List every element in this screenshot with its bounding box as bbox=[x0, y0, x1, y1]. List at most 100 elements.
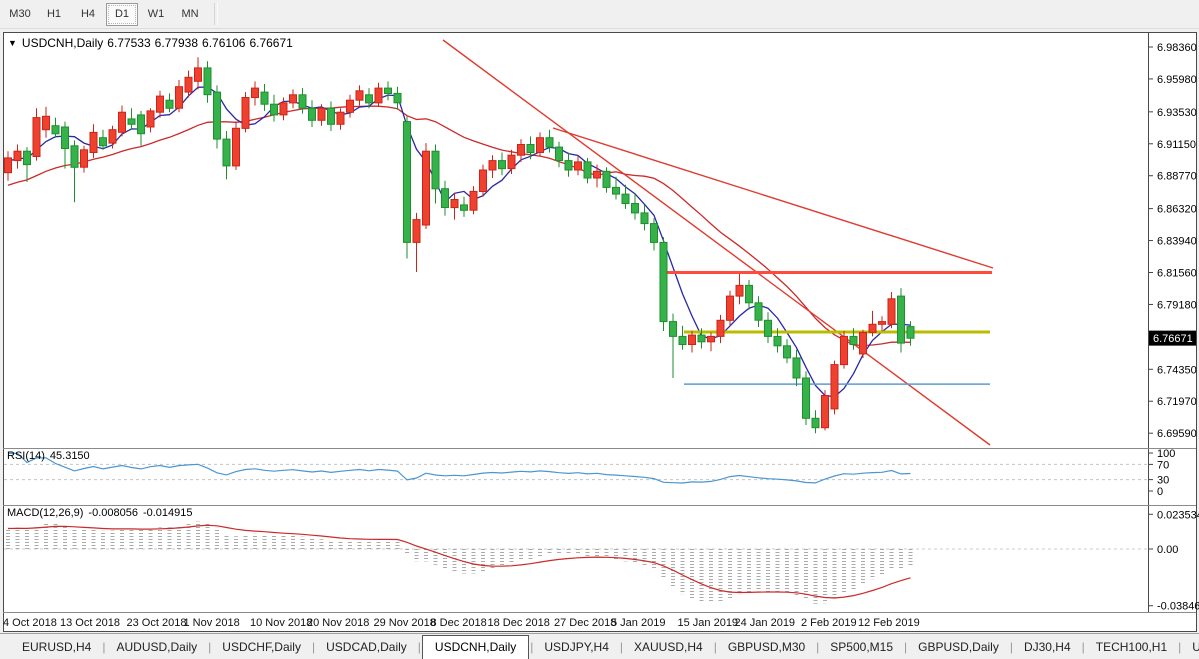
trendline-downtrend-steep[interactable] bbox=[442, 39, 991, 446]
candle-body bbox=[612, 186, 620, 195]
candle-body bbox=[450, 199, 459, 209]
candle-body bbox=[697, 334, 706, 343]
tab-usdjpy-h4[interactable]: USDJPY,H4 bbox=[544, 639, 609, 654]
candle-body bbox=[13, 150, 22, 162]
candle-body bbox=[650, 223, 658, 243]
candle-body bbox=[555, 146, 563, 162]
candle-body bbox=[621, 193, 630, 205]
candle-body bbox=[564, 160, 573, 171]
candle-body bbox=[431, 150, 440, 190]
macd-axis-label: -0.038466 bbox=[1157, 601, 1199, 613]
date-tick-label: 10 Nov 2018 bbox=[250, 617, 312, 629]
date-tick-label: 4 Oct 2018 bbox=[3, 617, 57, 629]
tab-usdcnh-daily[interactable]: USDCNH,Daily bbox=[421, 634, 530, 659]
candle-body bbox=[270, 103, 278, 116]
tab-usdcad-daily[interactable]: USDCAD,Daily bbox=[326, 639, 407, 654]
candle-body bbox=[165, 99, 174, 109]
candle-body bbox=[289, 94, 297, 104]
candle-body bbox=[640, 212, 649, 225]
candle-body bbox=[184, 76, 193, 93]
tab-divider: | bbox=[530, 639, 534, 654]
tab-divider: | bbox=[619, 639, 623, 654]
tab-gbpusd-daily[interactable]: GBPUSD,Daily bbox=[918, 639, 999, 654]
candle-body bbox=[4, 157, 12, 174]
tab-divider: | bbox=[1081, 639, 1085, 654]
timeframe-toolbar: M30 H1 H4 D1 W1 MN bbox=[0, 0, 1199, 29]
timeframe-button-d1[interactable]: D1 bbox=[106, 2, 138, 26]
tab-divider: | bbox=[208, 639, 212, 654]
candle-body bbox=[517, 144, 525, 156]
tab-gbpusd-m30[interactable]: GBPUSD,M30 bbox=[727, 639, 806, 654]
trendline-downtrend-shallow[interactable] bbox=[552, 127, 994, 269]
chart-marker-icon: ▼ bbox=[8, 38, 17, 48]
macd-signal-value: -0.014915 bbox=[142, 507, 193, 519]
tab-eurusd-h4[interactable]: EURUSD,H4 bbox=[22, 639, 92, 654]
tab-divider: | bbox=[816, 639, 820, 654]
candle-body bbox=[213, 91, 221, 140]
tab-tech100-h1[interactable]: TECH100,H1 bbox=[1095, 639, 1168, 654]
candle-body bbox=[118, 111, 126, 133]
candle-body bbox=[906, 326, 915, 339]
price-tick-label: 6.95980 bbox=[1157, 74, 1197, 86]
candle-body bbox=[336, 111, 345, 125]
timeframe-button-m30[interactable]: M30 bbox=[9, 7, 31, 20]
candle-body bbox=[840, 335, 848, 366]
candle-body bbox=[384, 87, 392, 94]
rsi-axis-label: 30 bbox=[1157, 475, 1169, 487]
candle-body bbox=[764, 319, 772, 337]
candle-body bbox=[507, 154, 516, 170]
candle-body bbox=[308, 107, 316, 121]
candle-body bbox=[602, 170, 611, 188]
candle-body bbox=[897, 295, 905, 344]
candle-body bbox=[89, 131, 98, 153]
price-tick-label: 6.88770 bbox=[1157, 171, 1197, 183]
ma-slow-line bbox=[7, 105, 911, 347]
current-price-value: 6.76671 bbox=[1153, 333, 1193, 345]
candle-body bbox=[317, 107, 326, 121]
tab-divider: | bbox=[1009, 639, 1013, 654]
candle-body bbox=[536, 137, 544, 153]
timeframe-button-w1[interactable]: W1 bbox=[147, 7, 165, 20]
tab-sp500-m15[interactable]: SP500,M15 bbox=[830, 639, 894, 654]
candle-body bbox=[70, 145, 79, 168]
macd-axis-label: 0.023534 bbox=[1157, 509, 1199, 521]
tab-dj30-h4[interactable]: DJ30,H4 bbox=[1023, 639, 1071, 654]
tab-usdchf-daily[interactable]: USDCHF,Daily bbox=[222, 639, 301, 654]
tab-uk[interactable]: UK bbox=[1192, 639, 1199, 654]
candle-body bbox=[802, 377, 810, 419]
macd-signal-line bbox=[7, 524, 911, 599]
macd-axis-label: 0.00 bbox=[1157, 544, 1178, 556]
candle-body bbox=[127, 118, 136, 125]
tab-divider: | bbox=[1178, 639, 1182, 654]
chart-frame bbox=[3, 32, 1197, 632]
candle-body bbox=[137, 114, 145, 135]
tab-xauusd-h4[interactable]: XAUUSD,H4 bbox=[634, 639, 703, 654]
candle-body bbox=[42, 115, 50, 131]
symbol-name: USDCNH,Daily bbox=[21, 36, 104, 50]
candle-body bbox=[374, 87, 383, 104]
candle-body bbox=[412, 219, 421, 243]
candle-body bbox=[593, 170, 601, 179]
macd-name: MACD(12,26,9) bbox=[7, 507, 84, 519]
candle-body bbox=[80, 149, 88, 168]
timeframe-button-h4[interactable]: H4 bbox=[80, 7, 96, 20]
rsi-axis-label: 100 bbox=[1157, 448, 1175, 460]
candle-body bbox=[422, 150, 430, 226]
price-tick-label: 6.79180 bbox=[1157, 299, 1197, 311]
timeframe-button-h1[interactable]: H1 bbox=[46, 7, 62, 20]
candle-body bbox=[355, 90, 364, 101]
candle-body bbox=[669, 321, 677, 337]
candle-body bbox=[735, 284, 744, 297]
date-tick-label: 23 Oct 2018 bbox=[127, 617, 187, 629]
candle-body bbox=[156, 95, 164, 113]
tab-audusd-daily[interactable]: AUDUSD,Daily bbox=[116, 639, 198, 654]
candle-body bbox=[393, 92, 402, 104]
date-tick-label: 24 Jan 2019 bbox=[735, 617, 796, 629]
date-tick-label: 27 Dec 2018 bbox=[554, 617, 616, 629]
price-tick-label: 6.69590 bbox=[1157, 428, 1197, 440]
timeframe-button-mn[interactable]: MN bbox=[181, 7, 199, 20]
candle-body bbox=[403, 121, 411, 243]
candle-body bbox=[659, 241, 668, 323]
